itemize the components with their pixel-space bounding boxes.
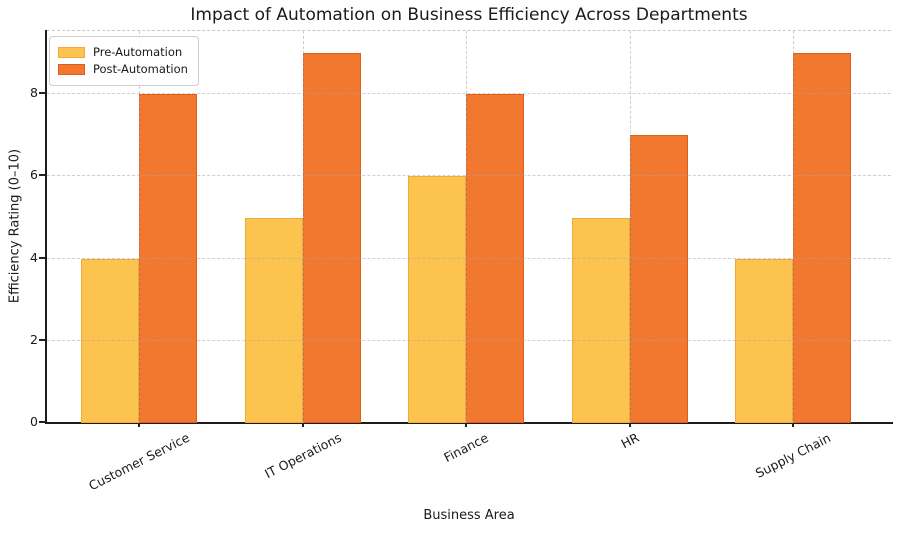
gridline-x-customer-service bbox=[139, 31, 140, 423]
legend-swatch-pre-automation bbox=[58, 46, 85, 58]
bar-post-automation-supply-chain bbox=[793, 53, 851, 423]
x-tick-label-finance: Finance bbox=[441, 430, 491, 466]
plot-area: Pre-Automation Post-Automation bbox=[47, 30, 891, 423]
legend-swatch-post-automation bbox=[58, 63, 85, 75]
x-tick-label-hr: HR bbox=[618, 429, 641, 452]
bar-pre-automation-finance bbox=[408, 176, 466, 423]
gridline-y-6 bbox=[47, 175, 891, 177]
y-axis-spine bbox=[45, 30, 47, 424]
y-tick-4 bbox=[39, 256, 45, 259]
x-tick-finance bbox=[465, 422, 467, 427]
gridline-x-supply-chain bbox=[793, 31, 794, 423]
bar-pre-automation-hr bbox=[571, 217, 630, 423]
bar-post-automation-customer-service bbox=[139, 94, 197, 423]
y-tick-label-4: 4 bbox=[30, 249, 38, 265]
x-tick-supply-chain bbox=[792, 422, 794, 427]
x-tick-label-customer-service: Customer Service bbox=[86, 430, 192, 494]
bar-post-automation-hr bbox=[629, 135, 688, 423]
chart-title: Impact of Automation on Business Efficie… bbox=[190, 5, 748, 25]
x-axis-label: Business Area bbox=[423, 508, 515, 523]
legend-item-post-automation: Post-Automation bbox=[58, 62, 188, 76]
x-axis-spine bbox=[45, 422, 893, 424]
legend-label-post-automation: Post-Automation bbox=[93, 62, 188, 76]
y-tick-0 bbox=[39, 421, 45, 423]
y-tick-2 bbox=[39, 338, 45, 341]
gridline-y-8 bbox=[47, 93, 891, 95]
gridline-x-it-operations bbox=[302, 31, 304, 423]
gridline-x-finance bbox=[466, 31, 467, 423]
gridline-y-4 bbox=[47, 257, 891, 259]
x-tick-customer-service bbox=[138, 422, 140, 427]
y-tick-6 bbox=[39, 174, 45, 177]
x-tick-it-operations bbox=[301, 422, 304, 427]
x-tick-hr bbox=[628, 422, 631, 427]
bar-post-automation-finance bbox=[466, 94, 524, 423]
bar-pre-automation-it-operations bbox=[244, 217, 303, 423]
legend-item-pre-automation: Pre-Automation bbox=[58, 45, 188, 59]
x-tick-label-supply-chain: Supply Chain bbox=[752, 429, 834, 481]
x-tick-label-it-operations: IT Operations bbox=[261, 429, 344, 482]
y-tick-label-2: 2 bbox=[30, 331, 38, 347]
gridline-y-2 bbox=[47, 339, 891, 341]
y-tick-label-6: 6 bbox=[30, 167, 38, 183]
y-tick-label-8: 8 bbox=[30, 85, 38, 101]
bar-post-automation-it-operations bbox=[302, 53, 361, 423]
y-tick-label-0: 0 bbox=[30, 414, 38, 429]
gridline-x-hr bbox=[629, 31, 631, 423]
legend-label-pre-automation: Pre-Automation bbox=[93, 45, 183, 59]
y-tick-8 bbox=[39, 92, 45, 95]
legend: Pre-Automation Post-Automation bbox=[49, 36, 199, 86]
